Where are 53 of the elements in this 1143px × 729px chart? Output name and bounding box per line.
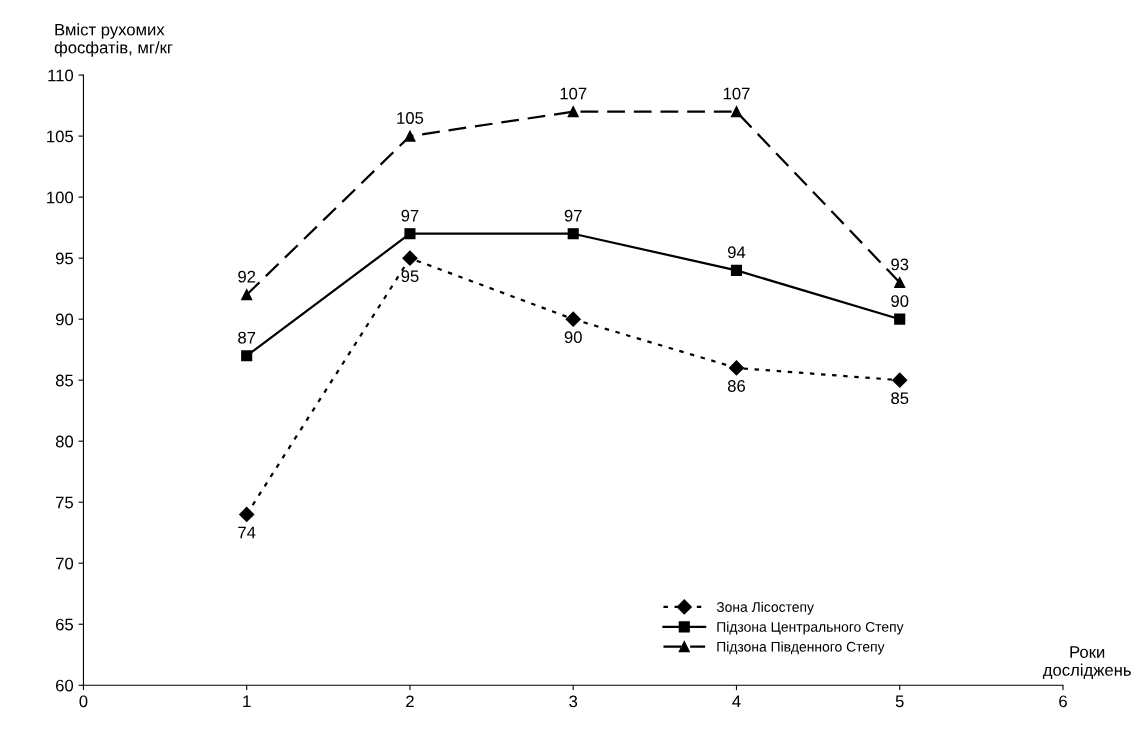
y-tick-label: 60 (56, 679, 74, 692)
legend-label: Підзона Центрального Степу (717, 621, 904, 635)
y-tick-label: 80 (55, 435, 74, 448)
y-tick-label: 85 (55, 374, 74, 387)
x-tick-label: 4 (732, 695, 741, 708)
y-tick-label: 65 (56, 618, 74, 631)
data-label: 74 (238, 526, 256, 539)
point (892, 372, 908, 388)
y-tick-label: 105 (47, 130, 74, 143)
data-label: 86 (727, 380, 746, 392)
data-label: 107 (723, 87, 750, 100)
data-label: 90 (891, 295, 909, 307)
legend-label: Підзона Південного Степу (717, 641, 885, 655)
point (565, 311, 581, 327)
point (241, 289, 253, 301)
point (730, 106, 743, 118)
data-label: 85 (891, 392, 909, 405)
data-label: 90 (564, 331, 582, 344)
y-tick-label: 100 (47, 191, 74, 204)
data-label: 97 (401, 209, 419, 222)
data-label: 87 (238, 331, 256, 344)
y-tick-label: 90 (55, 313, 74, 326)
y-tick-label: 95 (55, 252, 74, 265)
data-label: 94 (727, 246, 746, 259)
data-label: 93 (891, 258, 909, 271)
point (239, 506, 255, 522)
y-tick-label: 110 (48, 69, 74, 82)
point (567, 106, 579, 118)
x-tick-label: 3 (569, 695, 578, 708)
x-axis-title: Роки досліджень (1042, 646, 1131, 680)
y-axis-title: Вміст рухомих фосфатів, мг/кг (54, 23, 173, 57)
point (404, 228, 416, 240)
data-label: 107 (560, 87, 587, 100)
point (894, 313, 906, 325)
data-label: 97 (564, 209, 582, 222)
x-tick-label: 2 (406, 695, 414, 708)
point (241, 350, 253, 362)
point (402, 250, 418, 266)
legend-label: Зона Лісостепу (716, 601, 814, 615)
point (730, 264, 743, 276)
point (894, 276, 906, 289)
data-label: 105 (397, 112, 424, 124)
x-tick-label: 0 (79, 695, 88, 708)
y-tick-label: 75 (56, 496, 74, 509)
point (567, 228, 579, 240)
x-tick-label: 5 (895, 695, 904, 708)
data-label: 95 (401, 270, 419, 283)
x-tick-label: 6 (1059, 695, 1067, 708)
point (404, 130, 416, 142)
data-label: 92 (238, 270, 256, 283)
y-tick-label: 70 (56, 557, 74, 570)
point (728, 360, 745, 376)
x-tick-label: 1 (243, 695, 251, 708)
